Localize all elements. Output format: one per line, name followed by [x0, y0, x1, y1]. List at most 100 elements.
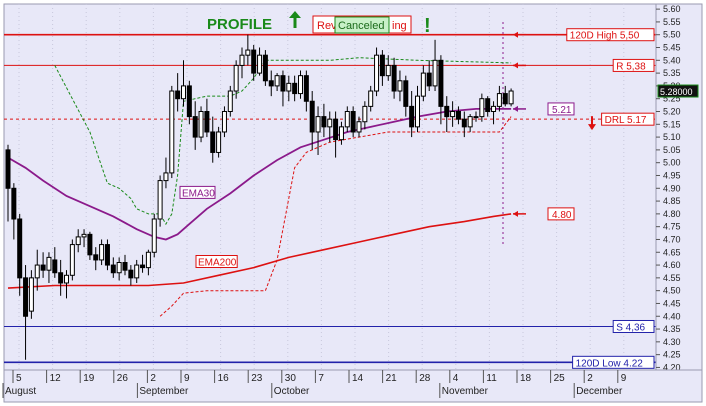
candle — [415, 85, 420, 132]
candle — [186, 80, 192, 125]
candle — [356, 116, 362, 138]
candle — [444, 96, 450, 132]
y-tick-label: 4.25 — [663, 350, 681, 360]
candle-body-down — [104, 244, 110, 266]
candle-body-up — [327, 118, 333, 128]
candle-body-up — [157, 180, 163, 220]
candle — [257, 47, 263, 76]
candle-body-up — [479, 98, 485, 118]
candle-body-down — [23, 277, 29, 317]
candle — [280, 70, 286, 107]
candle-body-up — [315, 116, 321, 133]
signal-old-label: Rev — [317, 20, 337, 32]
candle-body-up — [227, 90, 233, 112]
candle — [245, 34, 251, 66]
candle-body-up — [286, 82, 292, 92]
value-tag: 5.21 — [552, 105, 572, 116]
candle — [286, 75, 292, 102]
candle — [438, 55, 444, 125]
y-axis: 4.20 4.25 4.30 4.35 4.40 4.45 4.50 4.55 4.60 4.65… — [656, 4, 699, 372]
series-label-box — [179, 185, 216, 199]
x-tick-label: 5 — [16, 373, 22, 384]
candle-body-down — [502, 93, 508, 105]
y-tick-label: 5.25 — [663, 94, 681, 104]
candle-body-up — [75, 236, 81, 246]
candle-body-down — [93, 254, 99, 261]
candle — [251, 44, 257, 81]
candle — [403, 75, 409, 117]
exclamation-icon: ! — [424, 15, 431, 37]
candle-body-down — [403, 80, 409, 107]
y-tick-label: 5.05 — [663, 145, 681, 155]
candle-body-up — [198, 110, 204, 138]
y-tick-label: 5.40 — [663, 55, 681, 65]
series-label: EMA30 — [182, 188, 215, 199]
y-tick-label: 5.60 — [663, 4, 681, 14]
candle-body-down — [280, 75, 286, 92]
candle-body-down — [379, 54, 385, 77]
candle-body-up — [233, 64, 239, 92]
candle — [502, 85, 508, 107]
candle-body-up — [450, 110, 456, 118]
candle — [46, 252, 52, 283]
y-tick-label: 5.50 — [663, 30, 681, 40]
candle-body-up — [257, 54, 263, 74]
x-tick-label: 2 — [587, 373, 593, 384]
x-tick-label: 11 — [486, 373, 497, 384]
level-label-box — [572, 355, 655, 369]
candle-body-up — [81, 233, 87, 238]
candle-body-up — [344, 110, 350, 128]
candle — [233, 60, 239, 99]
y-tick-label: 5.15 — [663, 119, 681, 129]
candle — [28, 270, 34, 319]
x-month-label: November — [442, 386, 489, 397]
candle-body-down — [204, 110, 210, 133]
value-tag-arrow-head-icon — [513, 210, 518, 217]
canceled-badge — [334, 16, 390, 34]
level-label-box — [612, 319, 655, 333]
candle — [239, 47, 245, 79]
candle — [204, 98, 210, 138]
candle — [479, 93, 485, 122]
candle-body-up — [508, 90, 514, 105]
candle — [321, 103, 327, 138]
candle — [11, 183, 17, 240]
candle-body-up — [221, 110, 227, 133]
candle — [455, 106, 461, 125]
candle-body-up — [415, 95, 420, 128]
left-arrow-head-icon — [513, 62, 518, 69]
candle-body-up — [467, 116, 473, 128]
candle-body-up — [34, 264, 40, 279]
candle-body-down — [461, 118, 467, 128]
y-tick-label: 4.95 — [663, 170, 681, 180]
candle-body-down — [11, 187, 17, 220]
candle — [227, 85, 233, 117]
y-tick-label: 4.35 — [663, 324, 681, 334]
x-month-label: August — [5, 386, 36, 397]
candle — [175, 73, 181, 112]
plot-area[interactable] — [3, 3, 657, 371]
candle — [221, 106, 227, 138]
x-axis: 5 12 19 26 2 9 16 23 30 7 14 21 28 4 11 18 25 2 9 August Sep… — [2, 370, 627, 398]
candle-body-down — [303, 75, 309, 102]
level-label: 120D Low 4.22 — [576, 358, 644, 369]
candle-body-up — [473, 116, 479, 119]
x-tick-label: 9 — [621, 373, 627, 384]
candle-body-down — [5, 149, 11, 189]
candle — [420, 65, 426, 102]
candle — [122, 254, 128, 276]
y-tick-label: 4.50 — [663, 286, 681, 296]
x-tick-label: 9 — [184, 373, 190, 384]
x-tick-label: 12 — [50, 373, 62, 384]
x-tick-label: 14 — [352, 373, 364, 384]
red-stop-line — [159, 116, 512, 317]
x-tick-label: 25 — [554, 373, 566, 384]
y-tick-label: 4.30 — [663, 337, 681, 347]
candle — [17, 213, 23, 296]
candle — [368, 85, 374, 112]
candle — [461, 111, 467, 138]
candle — [23, 265, 29, 360]
candle-body-down — [52, 259, 58, 274]
series-label: EMA200 — [198, 258, 237, 269]
candle-body-up — [163, 172, 169, 182]
